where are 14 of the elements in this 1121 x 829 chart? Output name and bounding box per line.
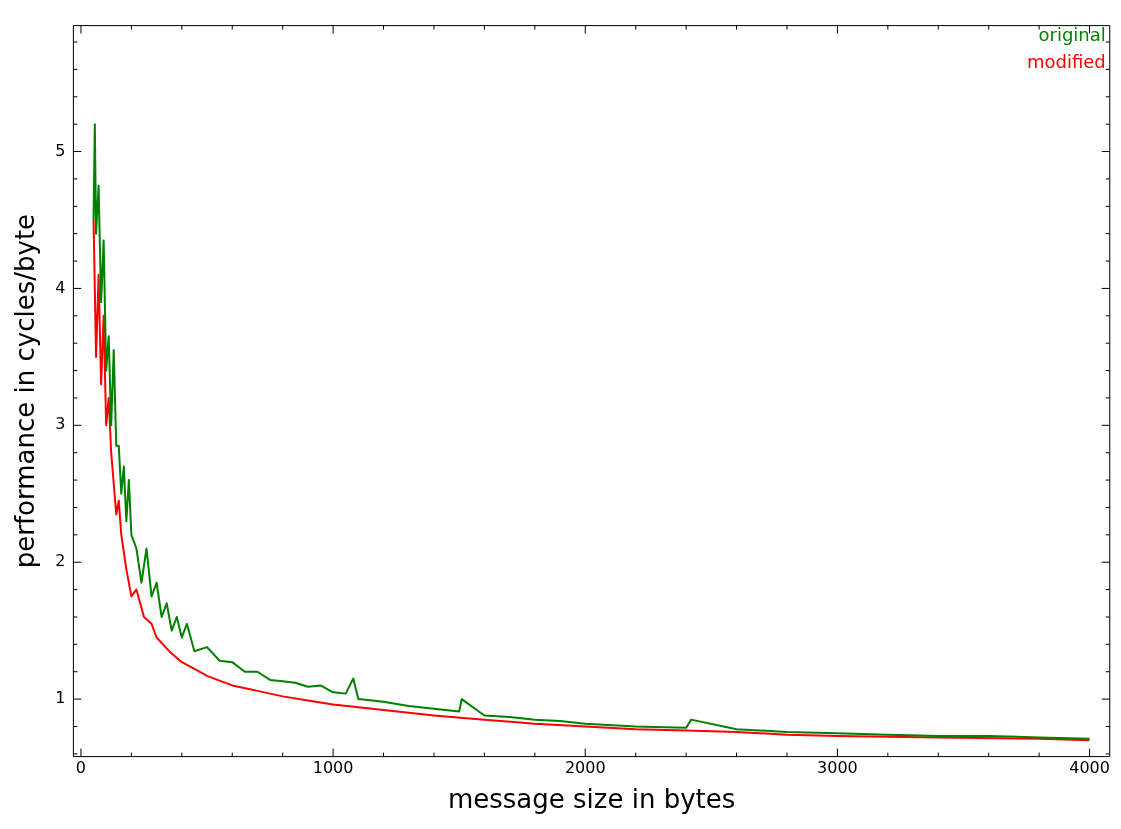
y-tick-label: 2: [55, 551, 66, 571]
y-tick-label: 4: [55, 277, 66, 297]
text: modified: [1026, 51, 1106, 73]
x-tick-label: 2000: [564, 758, 606, 778]
x-axis-title: message size in bytes: [447, 784, 736, 815]
y-tick-label: 5: [55, 140, 66, 160]
x-tick-label: 3000: [817, 758, 858, 778]
x-tick-label: 1000: [312, 758, 354, 778]
y-tick-label: 3: [55, 414, 66, 434]
y-axis-title: performance in cycles/byte: [10, 213, 41, 569]
y-tick-label: 1: [55, 688, 66, 708]
x-tick-label: 0: [75, 758, 87, 778]
x-tick-label: 4000: [1069, 758, 1110, 778]
text: original: [1038, 24, 1106, 46]
